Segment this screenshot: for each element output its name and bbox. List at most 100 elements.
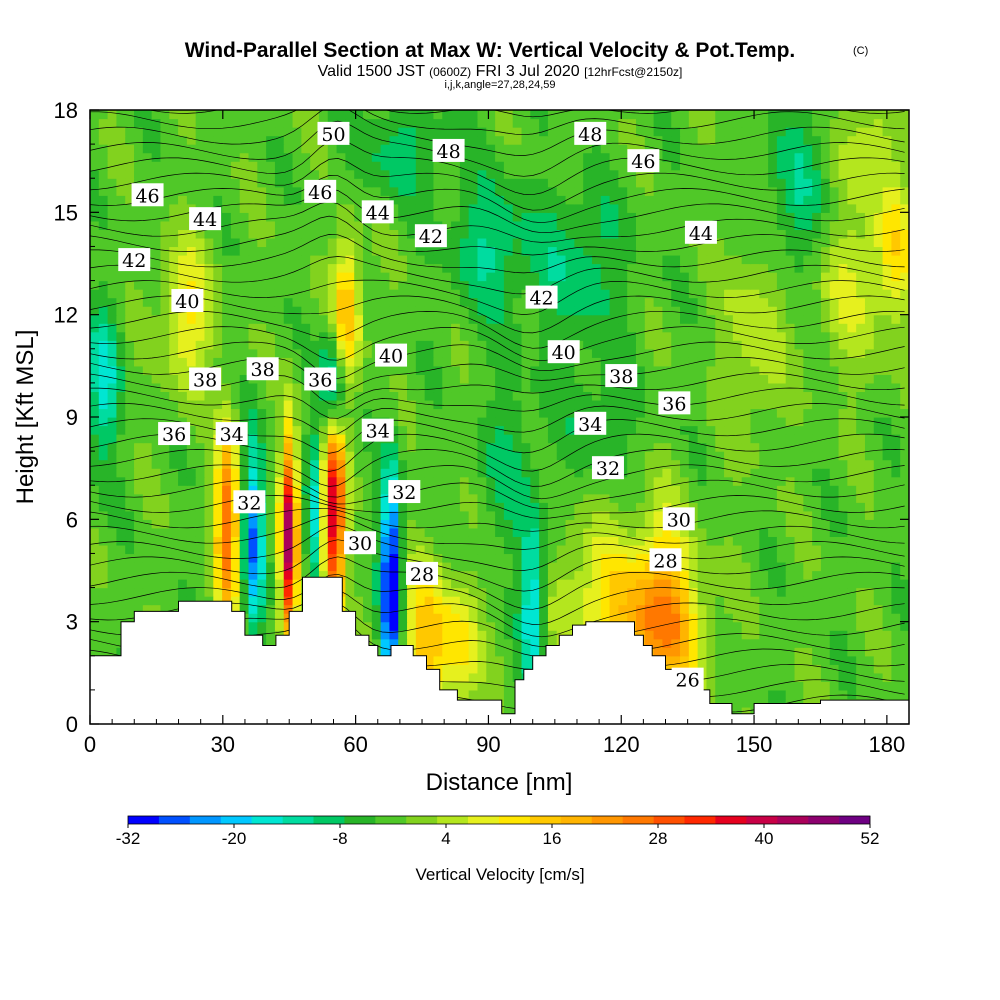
velocity-cell [732, 672, 743, 682]
velocity-cell [759, 425, 769, 435]
velocity-cell [547, 493, 558, 503]
velocity-cell [847, 519, 857, 529]
velocity-cell [715, 289, 725, 299]
velocity-cell [776, 374, 787, 384]
velocity-cell [812, 459, 822, 469]
velocity-cell [222, 519, 232, 529]
velocity-cell [125, 570, 135, 580]
velocity-cell [768, 306, 778, 316]
velocity-cell [98, 613, 109, 623]
velocity-cell [759, 365, 769, 375]
velocity-cell [398, 596, 408, 606]
velocity-cell [662, 579, 672, 589]
velocity-cell [600, 485, 611, 495]
velocity-cell [433, 485, 443, 495]
velocity-cell [539, 468, 549, 478]
velocity-cell [363, 502, 373, 512]
velocity-cell [292, 442, 302, 452]
velocity-cell [248, 459, 258, 469]
velocity-cell [680, 621, 690, 631]
velocity-cell [671, 357, 681, 367]
velocity-cell [213, 553, 223, 563]
velocity-cell [759, 519, 769, 529]
velocity-cell [803, 451, 813, 461]
velocity-cell [891, 417, 901, 427]
velocity-cell [838, 280, 848, 290]
velocity-cell [407, 280, 417, 290]
velocity-cell [627, 306, 637, 316]
velocity-cell [680, 459, 690, 469]
velocity-cell [451, 374, 461, 384]
velocity-cell [98, 647, 109, 657]
velocity-cell [389, 613, 399, 623]
velocity-cell [732, 459, 743, 469]
velocity-cell [820, 331, 831, 341]
velocity-cell [204, 451, 214, 461]
velocity-cell [829, 630, 840, 640]
velocity-cell [107, 493, 118, 503]
velocity-cell [627, 408, 637, 418]
velocity-cell [380, 451, 391, 461]
velocity-cell [724, 502, 734, 512]
velocity-cell [864, 348, 875, 358]
velocity-cell [354, 451, 364, 461]
velocity-cell [327, 544, 338, 555]
velocity-cell [336, 434, 346, 444]
velocity-cell [407, 289, 417, 299]
velocity-cell [90, 382, 100, 393]
velocity-cell [741, 502, 752, 512]
velocity-cell [468, 391, 479, 401]
velocity-cell [882, 306, 892, 316]
velocity-cell [266, 425, 276, 435]
velocity-cell [741, 664, 752, 674]
velocity-cell [697, 365, 708, 375]
velocity-cell [776, 323, 787, 333]
velocity-cell [292, 579, 302, 589]
velocity-cell [847, 655, 857, 665]
velocity-cell [838, 331, 848, 341]
velocity-cell [169, 340, 179, 350]
velocity-cell [768, 553, 778, 563]
velocity-cell [820, 613, 831, 623]
velocity-cell [107, 374, 118, 384]
velocity-cell [539, 357, 549, 367]
velocity-cell [609, 391, 619, 401]
velocity-cell [680, 348, 690, 358]
velocity-cell [847, 425, 857, 435]
velocity-cell [750, 306, 760, 316]
velocity-cell [459, 314, 470, 324]
velocity-cell [134, 493, 144, 503]
velocity-cell [178, 374, 188, 384]
velocity-cell [142, 459, 153, 469]
velocity-cell [257, 297, 267, 307]
velocity-cell [521, 391, 531, 401]
velocity-cell [530, 417, 540, 427]
velocity-cell [160, 417, 170, 427]
velocity-cell [407, 468, 417, 478]
velocity-cell [847, 561, 857, 572]
velocity-cell [847, 280, 857, 290]
velocity-cell [292, 502, 302, 512]
velocity-cell [424, 621, 435, 631]
velocity-cell [459, 672, 470, 682]
velocity-cell [407, 323, 417, 333]
velocity-cell [891, 340, 901, 350]
velocity-cell [459, 417, 470, 427]
velocity-cell [134, 280, 144, 290]
velocity-cell [468, 434, 479, 444]
velocity-cell [759, 306, 769, 316]
velocity-cell [248, 442, 258, 452]
velocity-cell [239, 280, 250, 290]
velocity-cell [415, 323, 426, 333]
velocity-cell [768, 604, 778, 614]
velocity-cell [539, 459, 549, 469]
velocity-cell [574, 519, 584, 529]
velocity-cell [125, 502, 135, 512]
velocity-cell [195, 280, 206, 290]
velocity-cell [556, 391, 567, 401]
velocity-cell [662, 587, 672, 597]
velocity-cell [583, 314, 593, 324]
velocity-cell [204, 587, 214, 597]
velocity-cell [785, 459, 796, 469]
velocity-cell [662, 655, 672, 665]
